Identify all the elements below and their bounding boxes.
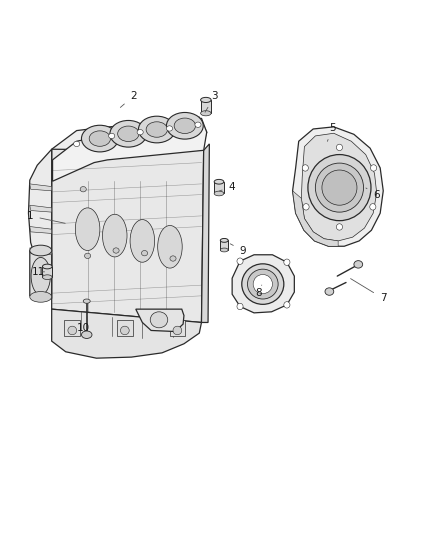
- Ellipse shape: [325, 288, 334, 295]
- Polygon shape: [170, 320, 185, 336]
- Ellipse shape: [113, 248, 119, 253]
- Polygon shape: [293, 127, 383, 246]
- Ellipse shape: [284, 259, 290, 265]
- Ellipse shape: [110, 120, 147, 147]
- Ellipse shape: [42, 264, 52, 269]
- Ellipse shape: [141, 251, 148, 256]
- Ellipse shape: [253, 274, 272, 294]
- Ellipse shape: [75, 208, 100, 251]
- Text: 8: 8: [255, 285, 262, 298]
- Ellipse shape: [81, 331, 92, 338]
- Polygon shape: [53, 118, 207, 181]
- Polygon shape: [30, 251, 52, 298]
- Text: 9: 9: [230, 244, 247, 255]
- Text: 5: 5: [327, 123, 336, 141]
- Polygon shape: [136, 309, 184, 332]
- Polygon shape: [42, 266, 52, 277]
- Ellipse shape: [130, 220, 155, 262]
- Ellipse shape: [174, 118, 195, 134]
- Polygon shape: [301, 133, 377, 241]
- Polygon shape: [52, 149, 204, 322]
- Ellipse shape: [315, 163, 364, 212]
- Polygon shape: [201, 144, 209, 322]
- Text: 3: 3: [205, 91, 218, 112]
- Ellipse shape: [284, 302, 290, 308]
- Ellipse shape: [89, 131, 110, 147]
- Ellipse shape: [146, 122, 167, 137]
- Polygon shape: [52, 309, 201, 358]
- Polygon shape: [232, 255, 294, 313]
- Ellipse shape: [80, 187, 86, 192]
- Ellipse shape: [138, 116, 175, 143]
- Ellipse shape: [166, 112, 203, 139]
- Ellipse shape: [195, 122, 201, 127]
- Polygon shape: [220, 240, 228, 250]
- Ellipse shape: [74, 141, 80, 147]
- Ellipse shape: [242, 264, 284, 304]
- Ellipse shape: [214, 191, 224, 196]
- Ellipse shape: [247, 269, 278, 299]
- Polygon shape: [30, 205, 52, 212]
- Ellipse shape: [308, 155, 371, 221]
- Ellipse shape: [83, 299, 90, 303]
- Polygon shape: [30, 184, 52, 191]
- Ellipse shape: [322, 170, 357, 205]
- Ellipse shape: [109, 133, 115, 139]
- Polygon shape: [117, 320, 133, 336]
- Ellipse shape: [201, 111, 211, 116]
- Ellipse shape: [370, 204, 376, 210]
- Ellipse shape: [118, 126, 139, 142]
- Ellipse shape: [170, 256, 176, 261]
- Polygon shape: [214, 182, 224, 193]
- Text: 7: 7: [350, 279, 387, 303]
- Ellipse shape: [31, 257, 50, 295]
- Polygon shape: [64, 320, 80, 336]
- Text: 6: 6: [366, 188, 380, 199]
- Ellipse shape: [150, 312, 168, 328]
- Ellipse shape: [137, 130, 143, 135]
- Ellipse shape: [81, 125, 118, 152]
- Polygon shape: [28, 149, 52, 272]
- Polygon shape: [30, 227, 52, 233]
- Ellipse shape: [214, 180, 224, 184]
- Ellipse shape: [302, 165, 308, 171]
- Ellipse shape: [303, 204, 309, 210]
- Ellipse shape: [166, 126, 173, 131]
- Text: 11: 11: [32, 267, 45, 277]
- Text: 1: 1: [26, 211, 65, 223]
- Ellipse shape: [42, 275, 52, 279]
- Ellipse shape: [237, 303, 243, 310]
- Ellipse shape: [173, 326, 182, 335]
- Ellipse shape: [336, 144, 343, 151]
- Ellipse shape: [30, 245, 52, 256]
- Text: 10: 10: [77, 314, 90, 333]
- Ellipse shape: [85, 253, 91, 259]
- Polygon shape: [52, 117, 207, 181]
- Polygon shape: [293, 191, 338, 246]
- Polygon shape: [30, 248, 52, 255]
- Ellipse shape: [201, 98, 211, 102]
- Ellipse shape: [30, 292, 52, 302]
- Ellipse shape: [220, 248, 228, 252]
- Text: 2: 2: [120, 91, 137, 108]
- Ellipse shape: [120, 326, 129, 335]
- Ellipse shape: [68, 326, 77, 335]
- Polygon shape: [201, 100, 211, 113]
- Ellipse shape: [237, 258, 243, 264]
- Ellipse shape: [158, 225, 182, 268]
- Ellipse shape: [371, 165, 377, 171]
- Ellipse shape: [102, 214, 127, 257]
- Ellipse shape: [220, 238, 228, 243]
- Ellipse shape: [354, 261, 363, 268]
- Text: 4: 4: [219, 182, 236, 191]
- Ellipse shape: [336, 224, 343, 230]
